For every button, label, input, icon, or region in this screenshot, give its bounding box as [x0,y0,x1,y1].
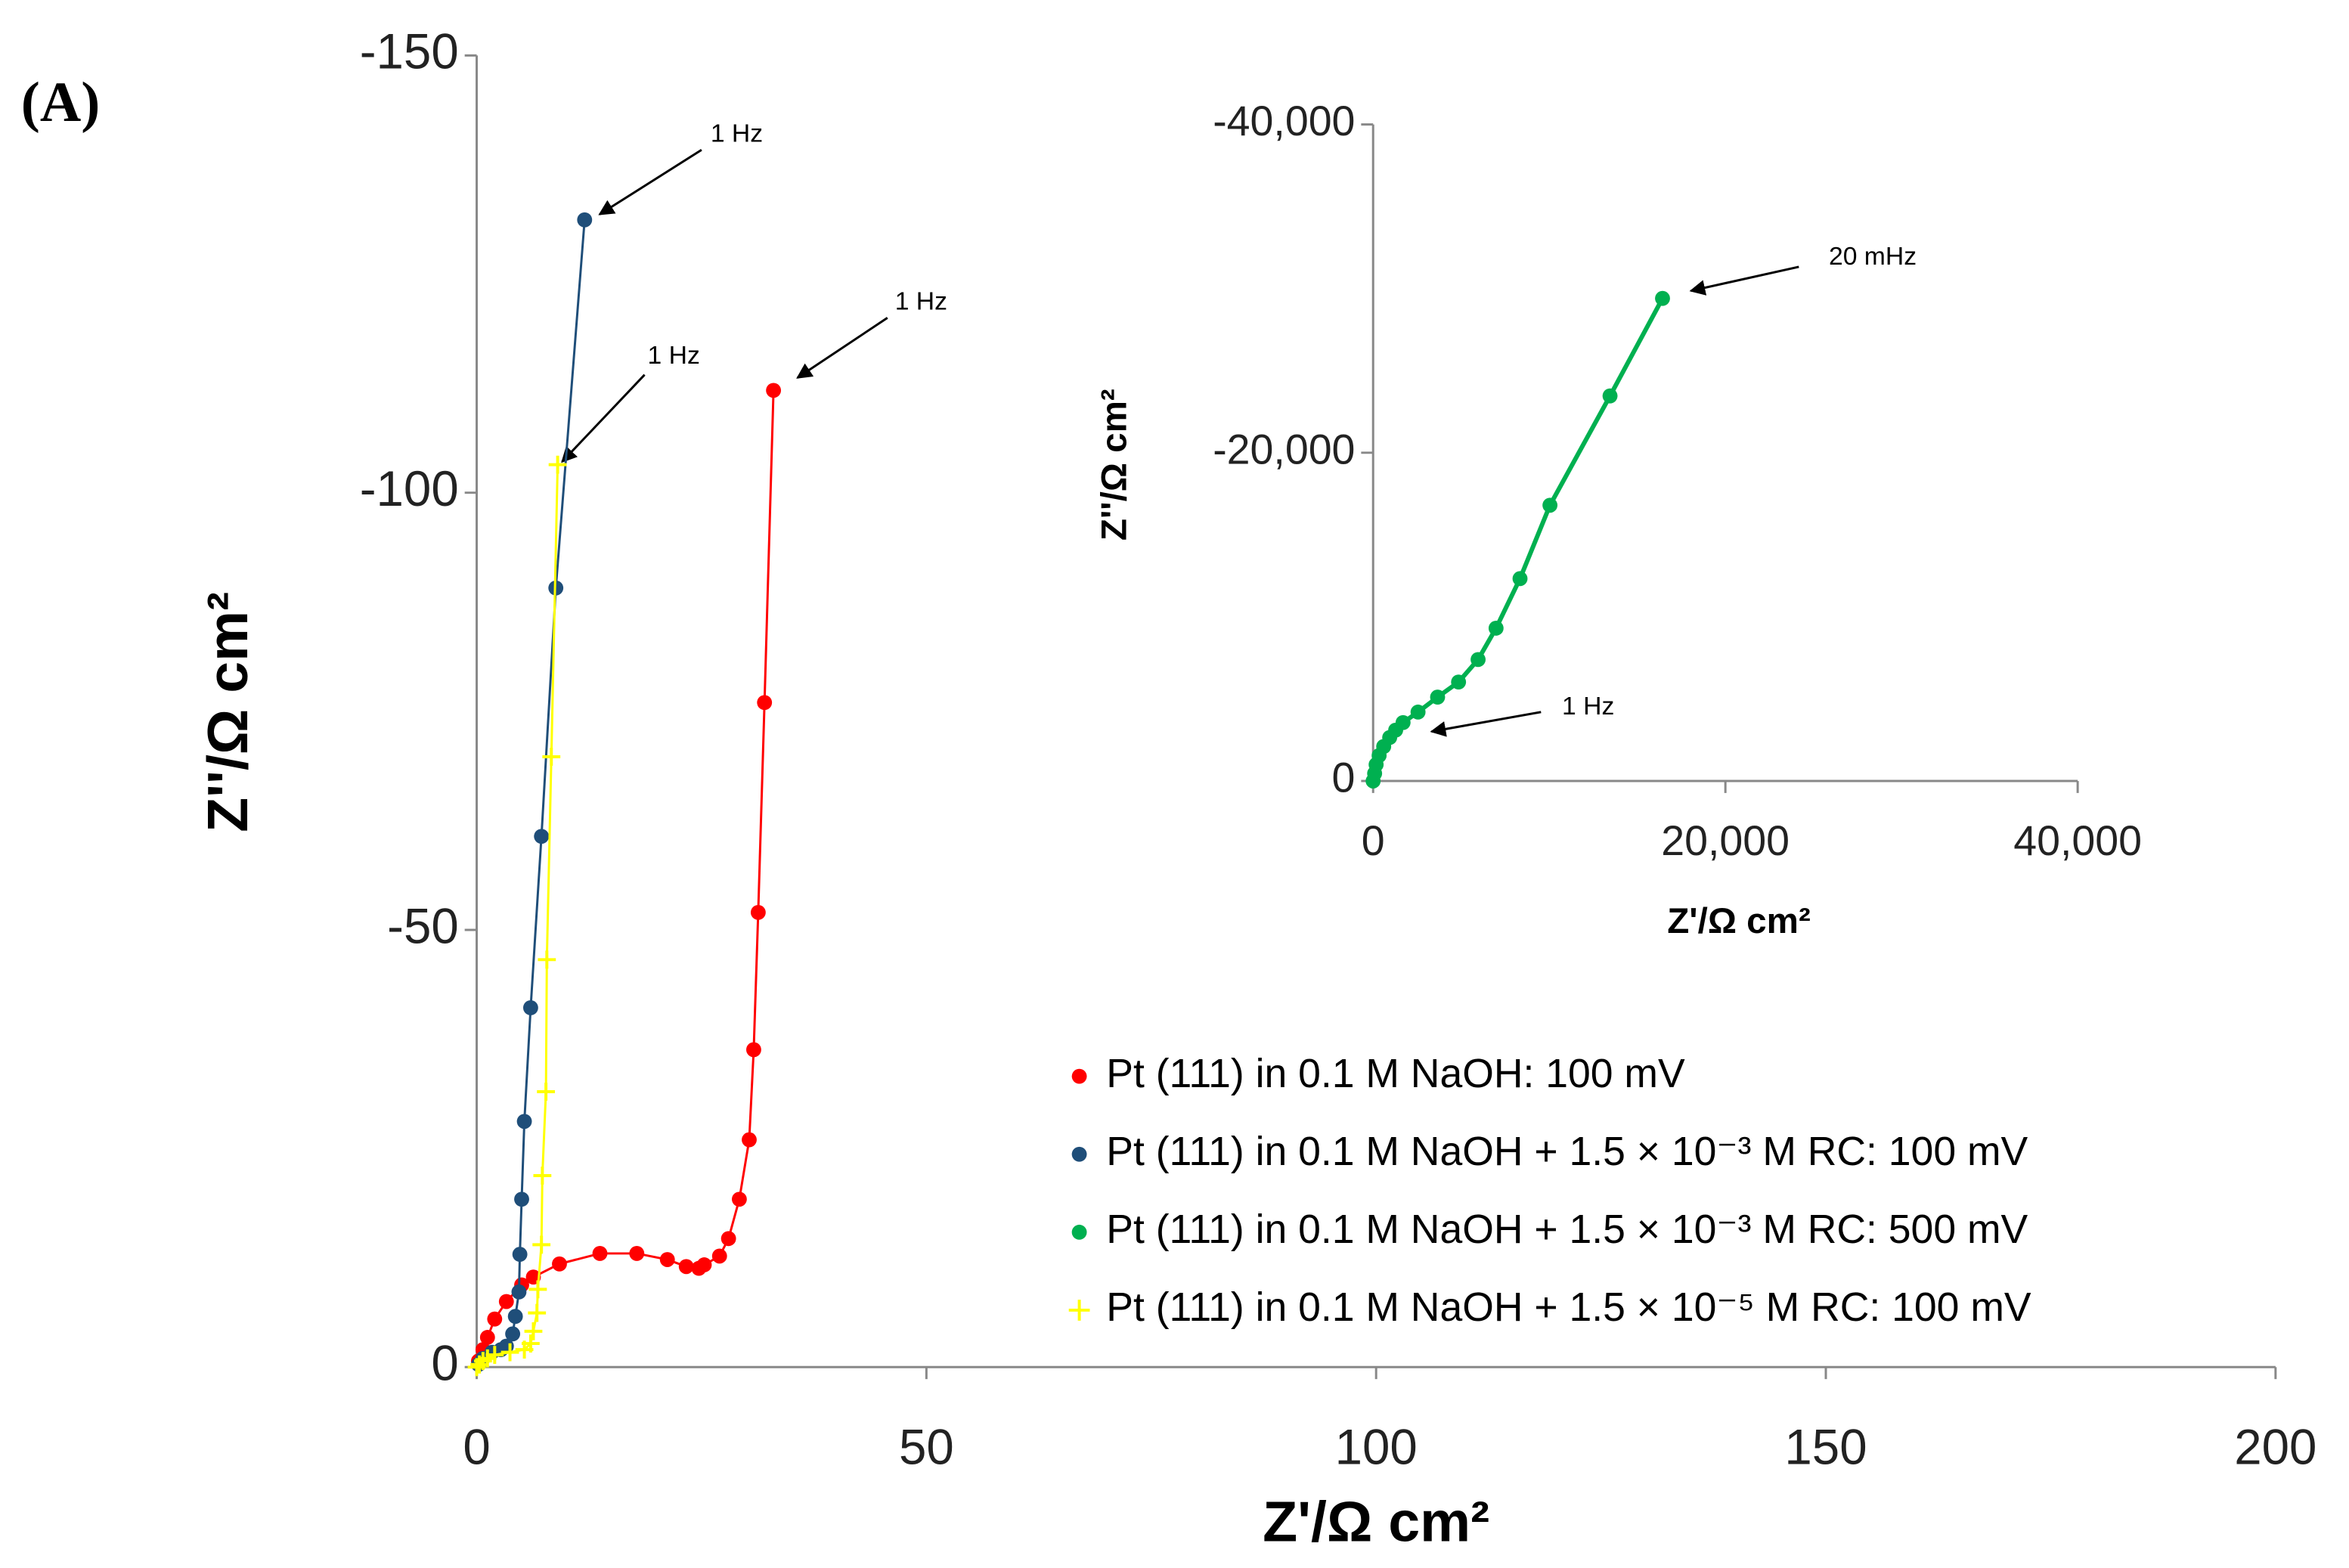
legend-marker [1068,1300,1090,1321]
inset-x-axis-title: Z'/Ω cm² [1667,901,1811,941]
x-tick-label: 50 [899,1420,954,1475]
legend-marker [1071,1224,1087,1240]
y-tick-label: -100 [360,461,459,516]
marker [1395,714,1411,730]
x-tick-label: 200 [2234,1420,2316,1475]
marker [577,212,593,228]
marker [1542,497,1558,513]
annotations: 1 Hz 1 Hz 1 Hz 20 mHz 1 Hz [561,119,1917,737]
y-tick-label: 0 [1332,755,1356,801]
marker [711,1248,727,1264]
marker [1410,704,1426,720]
legend-marker [1071,1068,1087,1084]
marker [742,1132,757,1148]
marker [537,1083,556,1101]
marker [479,1330,495,1345]
y-tick-label: -40,000 [1213,98,1355,144]
marker [721,1231,736,1247]
marker [514,1191,529,1207]
marker [511,1284,527,1300]
marker [512,1247,528,1263]
marker [538,950,556,969]
marker [1430,689,1446,705]
marker [766,383,782,398]
arrow [561,373,646,463]
arrow [1430,711,1542,737]
marker [1488,620,1504,636]
marker [485,1346,504,1365]
marker [505,1326,521,1342]
marker [659,1252,675,1267]
legend-marker [1071,1146,1087,1162]
marker [498,1294,514,1309]
y-tick-label: -20,000 [1213,426,1355,473]
marker [542,748,561,766]
marker [516,1114,532,1130]
annotation: 20 mHz [1829,242,1917,271]
x-tick-label: 0 [463,1420,490,1475]
marker [1602,388,1618,404]
legend-label: Pt (111) in 0.1 M NaOH + 1.5 × 10⁻⁵ M RC… [1106,1285,2031,1330]
marker [533,1167,552,1185]
marker [746,1042,761,1058]
marker [532,1235,551,1254]
marker [552,1256,567,1272]
legend-label: Pt (111) in 0.1 M NaOH + 1.5 × 10⁻³ M RC… [1106,1130,2028,1174]
marker [528,1280,547,1299]
annotation: 1 Hz [895,287,947,315]
annotation: 1 Hz [1562,692,1614,720]
y-tick-label: -50 [387,898,459,953]
series-line [476,464,559,1368]
series-line [477,219,586,1365]
marker [592,1246,608,1261]
marker [487,1311,503,1327]
marker [528,1303,547,1322]
arrow [796,317,888,379]
panel-label: (A) [21,71,101,134]
marker [629,1246,645,1261]
marker [1512,571,1528,587]
x-tick-label: 100 [1335,1420,1418,1475]
marker [1470,652,1486,668]
marker [1451,674,1467,690]
marker [524,1322,543,1340]
marker [1655,290,1670,306]
legend-label: Pt (111) in 0.1 M NaOH + 1.5 × 10⁻³ M RC… [1106,1207,2028,1252]
arrow [598,149,702,215]
marker [507,1309,523,1325]
marker [750,904,766,920]
marker [678,1259,694,1275]
marker [757,695,773,711]
y-tick-label: -150 [360,24,459,79]
arrow [1689,265,1799,296]
series-line [477,390,775,1362]
marker [522,1000,538,1015]
y-axis-title: Z''/Ω cm² [196,592,259,832]
annotation: 1 Hz [648,341,700,370]
x-tick-label: 150 [1784,1420,1867,1475]
marker [696,1257,712,1272]
x-tick-label: 40,000 [2013,817,2142,864]
x-axis-title: Z'/Ω cm² [1263,1489,1489,1553]
x-tick-label: 20,000 [1661,817,1790,864]
marker [500,1343,519,1362]
marker [731,1191,747,1207]
legend-label: Pt (111) in 0.1 M NaOH: 100 mV [1106,1052,1685,1096]
marker [522,1334,540,1353]
x-tick-label: 0 [1362,817,1385,864]
marker [534,829,550,844]
marker [548,455,567,474]
inset-y-axis-title: Z''/Ω cm² [1095,389,1135,541]
y-tick-label: 0 [431,1336,458,1391]
annotation: 1 Hz [711,119,763,147]
